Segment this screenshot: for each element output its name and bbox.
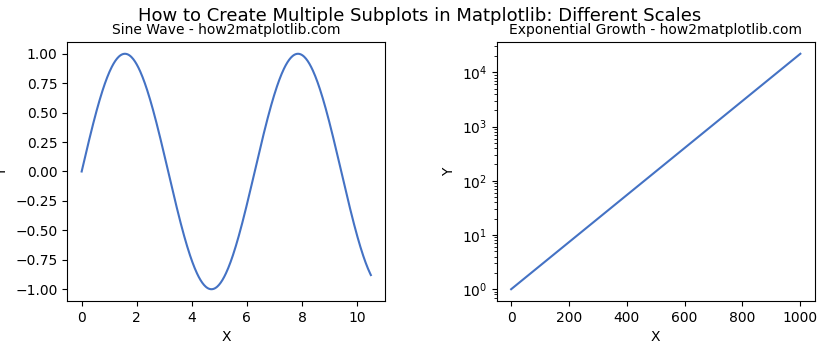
Title: Sine Wave - how2matplotlib.com: Sine Wave - how2matplotlib.com bbox=[112, 23, 340, 37]
Title: Exponential Growth - how2matplotlib.com: Exponential Growth - how2matplotlib.com bbox=[509, 23, 802, 37]
X-axis label: X: X bbox=[651, 330, 660, 344]
Text: How to Create Multiple Subplots in Matplotlib: Different Scales: How to Create Multiple Subplots in Matpl… bbox=[139, 7, 701, 25]
Y-axis label: Y: Y bbox=[442, 167, 456, 176]
Y-axis label: Y: Y bbox=[0, 167, 9, 176]
X-axis label: X: X bbox=[222, 330, 231, 344]
